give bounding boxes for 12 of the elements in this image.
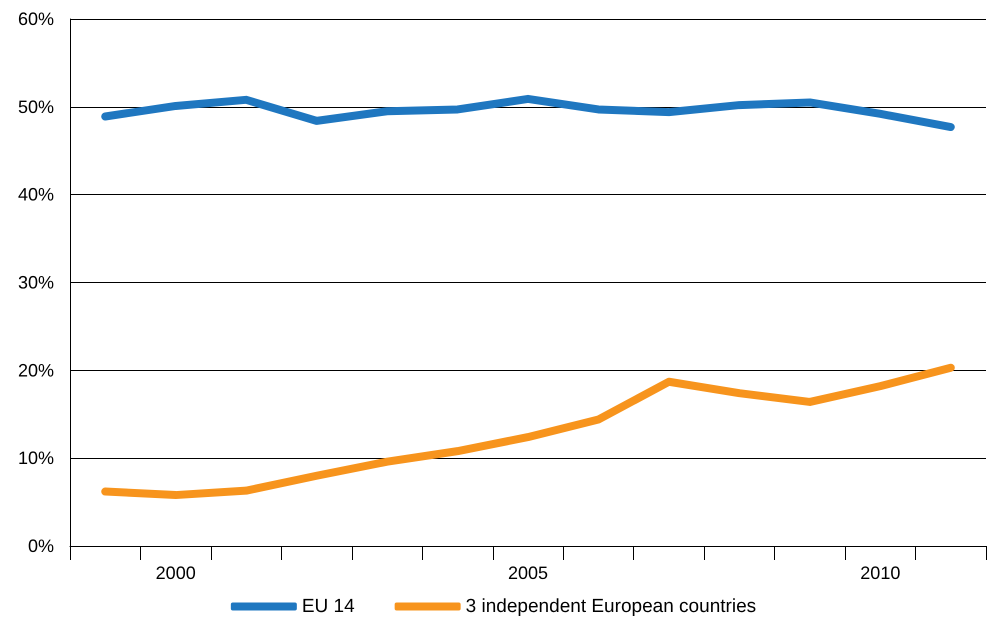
y-tick-label: 30% — [18, 272, 54, 292]
legend-label: EU 14 — [302, 596, 356, 617]
legend-label: 3 independent European countries — [466, 596, 756, 617]
x-tick-label: 2005 — [508, 563, 548, 583]
y-tick-label: 60% — [18, 9, 54, 29]
y-tick-label: 0% — [28, 536, 54, 556]
x-tick-label: 2000 — [156, 563, 196, 583]
x-tick-label: 2010 — [860, 563, 900, 583]
y-tick-label: 50% — [18, 96, 54, 117]
y-tick-label: 20% — [18, 360, 54, 380]
y-tick-label: 40% — [18, 184, 54, 205]
y-tick-label: 10% — [18, 448, 54, 468]
